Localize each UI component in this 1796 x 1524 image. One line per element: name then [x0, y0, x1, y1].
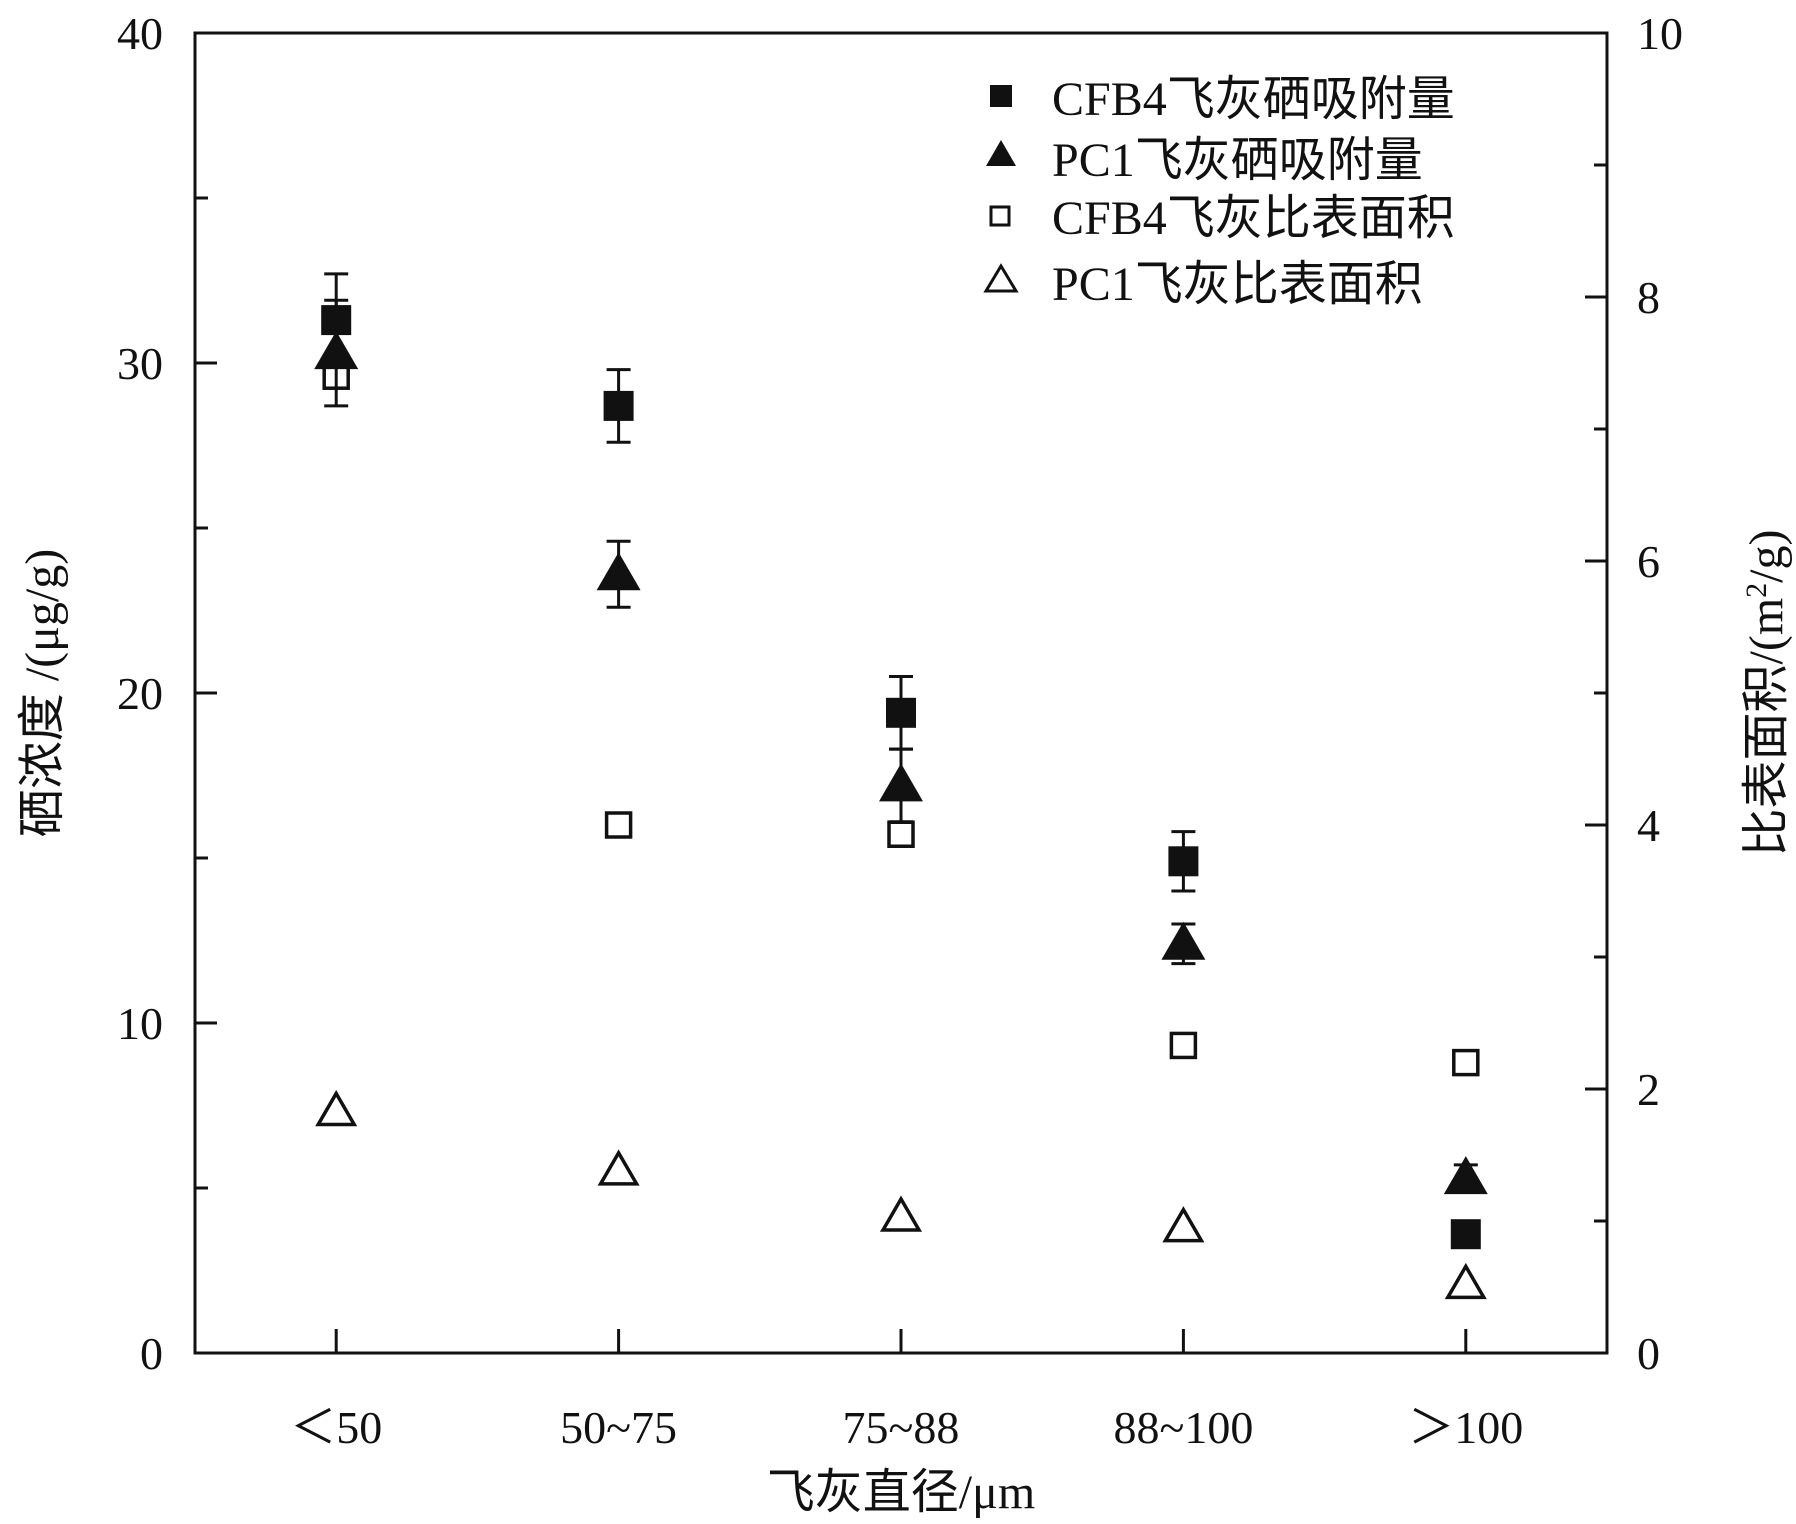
x-tick-label: ＜50 — [290, 1402, 382, 1453]
legend-label: PC1飞灰比表面积 — [1052, 258, 1423, 311]
data-point-cfb4-area — [1169, 1031, 1198, 1060]
y-left-tick-label: 0 — [140, 1328, 163, 1379]
x-tick-label: 88~100 — [1113, 1402, 1253, 1453]
data-point-cfb4-area — [887, 820, 915, 848]
y-right-tick-label: 4 — [1637, 800, 1660, 851]
data-point-cfb4-se — [603, 390, 634, 421]
y-right-tick-label: 8 — [1637, 272, 1660, 323]
y-right-tick-label: 6 — [1637, 536, 1660, 587]
y-right-tick-label: 10 — [1637, 8, 1683, 59]
legend-item-pc1-se: PC1飞灰硒吸附量 — [986, 134, 1423, 187]
data-point-pc1-area — [879, 1195, 923, 1232]
y-left-tick-label: 20 — [117, 668, 163, 719]
legend-marker-filled-square — [990, 85, 1012, 107]
y-axis-title-left: 硒浓度 /(μg/g) — [16, 549, 69, 837]
data-point-pc1-area — [315, 1089, 358, 1127]
x-axis-title: 飞灰直径/μm — [767, 1466, 1035, 1519]
legend-item-cfb4-se: CFB4飞灰硒吸附量 — [990, 73, 1455, 126]
data-point-pc1-se — [879, 763, 923, 802]
legend-label: CFB4飞灰比表面积 — [1052, 192, 1455, 245]
data-point-pc1-area — [597, 1149, 640, 1186]
x-tick-label: 75~88 — [843, 1402, 960, 1453]
marks-layer — [314, 272, 1488, 1300]
y-axis-title-right: 比表面积/(m2/g) — [1740, 530, 1794, 857]
x-tick-label: 50~75 — [560, 1402, 677, 1453]
y-left-tick-label: 10 — [117, 998, 163, 1049]
legend-item-cfb4-area: CFB4飞灰比表面积 — [989, 192, 1455, 245]
data-point-pc1-se — [1443, 1156, 1488, 1195]
y-right-tick-label: 0 — [1637, 1328, 1660, 1379]
data-point-cfb4-se — [886, 697, 916, 728]
legend-marker-filled-triangle — [986, 140, 1016, 166]
y-right-tick-label: 2 — [1637, 1064, 1660, 1115]
y-left-tick-label: 40 — [117, 8, 163, 59]
data-point-pc1-area — [1162, 1206, 1205, 1243]
data-point-cfb4-area — [1452, 1048, 1480, 1077]
data-point-pc1-area — [1444, 1262, 1487, 1300]
legend-marker-open-square — [989, 205, 1011, 227]
data-point-pc1-se — [1161, 921, 1206, 960]
y-left-tick-label: 30 — [117, 338, 163, 389]
data-point-pc1-se — [596, 552, 641, 591]
data-point-cfb4-se — [1168, 846, 1199, 877]
legend: CFB4飞灰硒吸附量 PC1飞灰硒吸附量 CFB4飞灰比表面积 PC1飞灰比表面… — [983, 73, 1455, 311]
ticks-layer: ＜50 50~75 75~88 88~100 ＞100 0 10 20 30 40 0 2 4 6 8 10 — [117, 8, 1683, 1453]
x-tick-label: ＞100 — [1408, 1402, 1523, 1453]
legend-label: CFB4飞灰硒吸附量 — [1052, 73, 1455, 126]
legend-label: PC1飞灰硒吸附量 — [1052, 134, 1423, 187]
data-point-cfb4-se — [321, 305, 352, 336]
legend-marker-open-triangle — [983, 263, 1019, 293]
data-point-cfb4-se — [1450, 1219, 1481, 1250]
legend-item-pc1-area: PC1飞灰比表面积 — [983, 258, 1423, 311]
data-point-cfb4-area — [604, 811, 633, 839]
